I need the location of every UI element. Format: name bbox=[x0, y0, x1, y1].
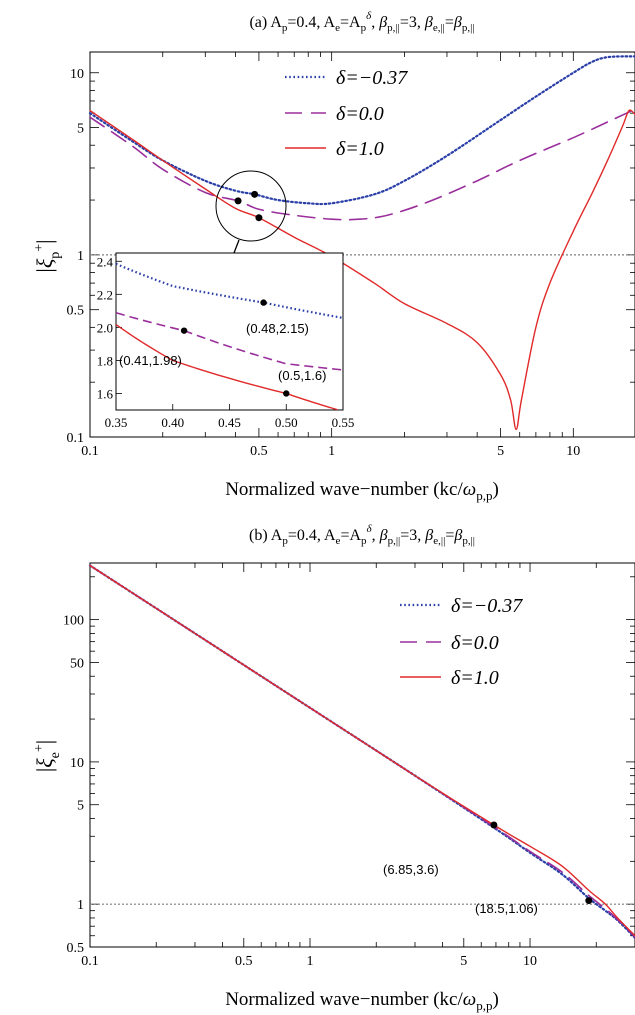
panel-b: (b) Ap=0.4, Ae=Apδ, βp,||=3, βe,||=βp,||… bbox=[32, 523, 635, 1013]
x-tick-label: 0.1 bbox=[81, 444, 99, 459]
legend-b-label-2: δ=0.0 bbox=[451, 632, 499, 654]
inset-y-tick-label: 1.6 bbox=[97, 386, 114, 401]
x-tick-label: 10 bbox=[523, 954, 537, 969]
panel-a: (a) Ap=0.4, Ae=Apδ, βp,||=3, βe,||=βp,||… bbox=[32, 10, 635, 503]
inset-x-tick-label: 0.55 bbox=[332, 415, 355, 430]
y-tick-label: 100 bbox=[63, 614, 84, 629]
panel-b-series bbox=[88, 564, 635, 939]
legend-b-label-3: δ=1.0 bbox=[451, 667, 499, 689]
y-tick-label: 1 bbox=[77, 898, 84, 913]
series-line-3 bbox=[89, 564, 635, 937]
y-tick-label: 5 bbox=[77, 799, 84, 814]
panel-b-annotation-1: (6.85,3.6) bbox=[383, 862, 439, 877]
series-line-2 bbox=[89, 108, 635, 221]
series-line-1 bbox=[88, 564, 635, 939]
panel-b-markers bbox=[490, 821, 593, 905]
legend-a-label-2: δ=0.0 bbox=[336, 103, 384, 125]
x-tick-label: 10 bbox=[566, 444, 580, 459]
y-tick-label: 10 bbox=[70, 67, 84, 82]
panel-b-ylabel: |ξe+| bbox=[32, 740, 63, 772]
series-line-1 bbox=[88, 55, 635, 206]
y-tick-label: 50 bbox=[70, 656, 84, 671]
inset-annotation-1: (0.48,2.15) bbox=[246, 321, 309, 336]
panel-b-legend: δ=−0.37 δ=0.0 δ=1.0 bbox=[400, 595, 523, 689]
data-point-marker bbox=[490, 821, 498, 829]
zoom-circle bbox=[215, 170, 287, 242]
panel-a-xlabel: Normalized wave−number (kc/ωp,p) bbox=[225, 479, 499, 503]
y-tick-label: 0.1 bbox=[67, 431, 85, 446]
y-tick-label: 0.5 bbox=[67, 304, 85, 319]
inset-series bbox=[115, 262, 344, 411]
data-point-marker bbox=[251, 190, 259, 198]
inset-y-tick-label: 1.8 bbox=[97, 353, 113, 368]
inset-series-line-1 bbox=[115, 262, 344, 319]
panel-b-annotation-2: (18.5,1.06) bbox=[475, 901, 538, 916]
legend-a-label-1: δ=−0.37 bbox=[336, 67, 408, 89]
series-line-2 bbox=[89, 564, 635, 938]
panel-a-series bbox=[88, 55, 635, 431]
inset-ticks: 0.35 0.40 0.45 0.50 0.55 1.6 1.8 2.0 2.2 2.4 bbox=[97, 254, 355, 430]
inset-frame bbox=[115, 252, 344, 411]
x-tick-label: 1 bbox=[328, 444, 335, 459]
inset-y-tick-label: 2.4 bbox=[97, 254, 114, 269]
data-point-marker bbox=[585, 897, 593, 905]
panel-a-ticks: 0.1 0.5 1 5 10 0.1 0.5 1 5 10 bbox=[67, 52, 635, 459]
inset: 0.35 0.40 0.45 0.50 0.55 1.6 1.8 2.0 2.2 2.4 (0.4… bbox=[97, 252, 355, 430]
legend-b-label-1: δ=−0.37 bbox=[451, 595, 523, 617]
legend-a-label-3: δ=1.0 bbox=[336, 138, 384, 160]
data-point-marker bbox=[255, 214, 263, 222]
inset-markers bbox=[180, 299, 290, 397]
series-line-3 bbox=[89, 109, 635, 431]
inset-y-tick-label: 2.0 bbox=[97, 320, 113, 335]
x-tick-label: 1 bbox=[307, 954, 314, 969]
panel-a-markers bbox=[234, 190, 263, 222]
inset-x-tick-label: 0.45 bbox=[218, 415, 241, 430]
x-tick-label: 5 bbox=[497, 444, 504, 459]
x-tick-label: 0.1 bbox=[81, 954, 99, 969]
inset-data-point-marker bbox=[260, 299, 267, 306]
panel-a-legend: δ=−0.37 δ=0.0 δ=1.0 bbox=[285, 67, 408, 160]
x-tick-label: 0.5 bbox=[235, 954, 253, 969]
panel-a-ylabel: |ξp+| bbox=[32, 239, 63, 272]
y-tick-label: 10 bbox=[70, 756, 84, 771]
x-tick-label: 5 bbox=[460, 954, 467, 969]
inset-data-point-marker bbox=[180, 327, 188, 334]
inset-x-tick-label: 0.50 bbox=[275, 415, 298, 430]
x-tick-label: 0.5 bbox=[250, 444, 268, 459]
inset-x-tick-label: 0.35 bbox=[105, 415, 128, 430]
inset-data-point-marker bbox=[283, 390, 290, 397]
y-tick-label: 0.5 bbox=[67, 941, 85, 956]
panel-b-frame bbox=[89, 562, 635, 948]
y-tick-label: 1 bbox=[77, 249, 84, 264]
panel-b-xlabel: Normalized wave−number (kc/ωp,p) bbox=[225, 989, 499, 1013]
data-point-marker bbox=[234, 197, 242, 205]
inset-series-line-3 bbox=[115, 323, 338, 411]
panel-a-title: (a) Ap=0.4, Ae=Apδ, βp,||=3, βe,||=βp,|| bbox=[249, 10, 474, 34]
inset-series-line-2 bbox=[115, 311, 344, 371]
inset-annotation-3: (0.5,1.6) bbox=[278, 368, 326, 383]
panel-a-frame bbox=[89, 51, 635, 438]
inset-x-tick-label: 0.40 bbox=[161, 415, 184, 430]
inset-y-tick-label: 2.2 bbox=[97, 287, 113, 302]
inset-annotation-2: (0.41,1.98) bbox=[119, 353, 182, 368]
y-tick-label: 5 bbox=[77, 122, 84, 137]
panel-b-title: (b) Ap=0.4, Ae=Apδ, βp,||=3, βe,||=βp,|| bbox=[249, 523, 475, 547]
